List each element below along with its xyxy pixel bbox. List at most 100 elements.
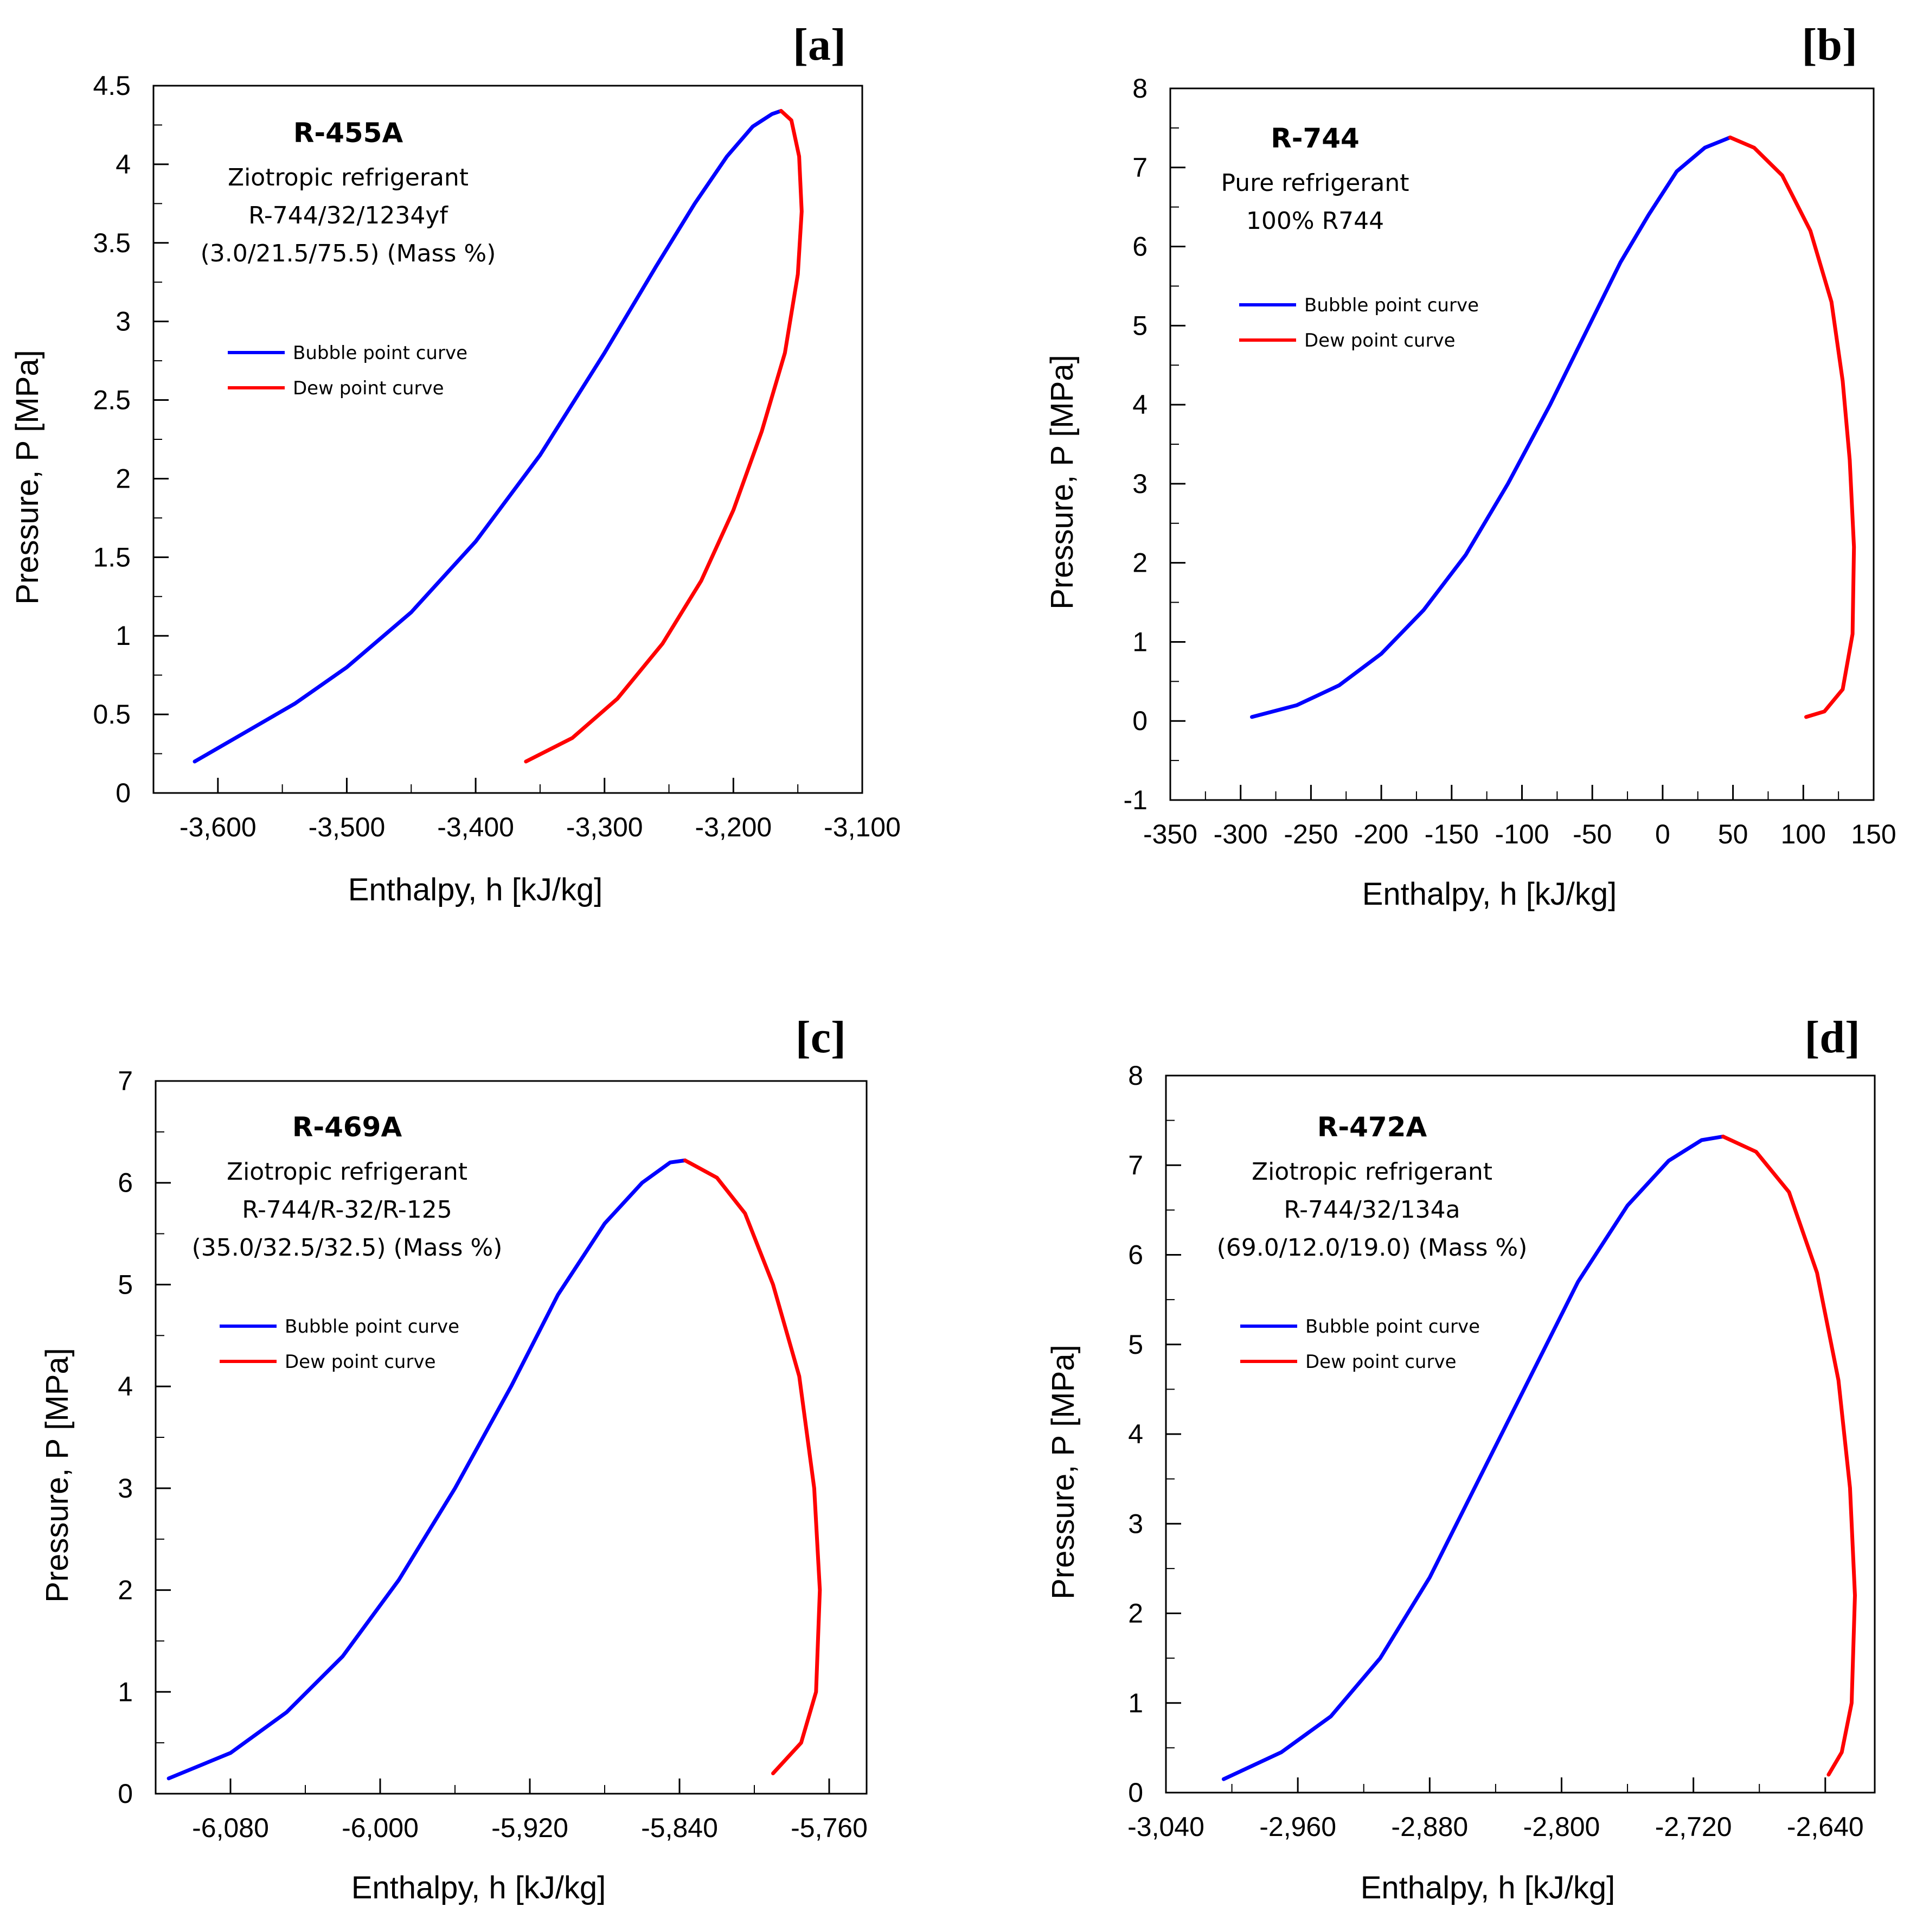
x-tick-label: -6,000 [342, 1813, 419, 1843]
y-tick-label: 5 [1128, 1329, 1143, 1360]
refrigerant-name: R-455A [293, 117, 403, 149]
dew-point-curve-line [1721, 1134, 1857, 1777]
y-tick-label: 7 [1128, 1150, 1143, 1180]
x-tick-label: -2,960 [1259, 1812, 1336, 1842]
plot-frame [152, 85, 863, 794]
annotation-line: (69.0/12.0/19.0) (Mass %) [1217, 1234, 1528, 1262]
y-axis-label: Pressure, P [MPa] [1046, 1345, 1081, 1600]
x-tick-label: -2,640 [1787, 1812, 1864, 1842]
y-tick-label: 1 [118, 1677, 133, 1707]
y-tick-label: 5 [1132, 310, 1148, 341]
y-tick-label: 4.5 [93, 71, 131, 101]
annotation-line: R-744/R-32/R-125 [242, 1196, 452, 1224]
panel-label: [b] [1802, 20, 1857, 70]
x-axis-label: Enthalpy, h [kJ/kg] [348, 872, 603, 907]
x-tick-label: -350 [1143, 819, 1197, 849]
legend-label-dew-point-curve: Dew point curve [285, 1351, 436, 1373]
x-tick-label: -3,100 [824, 812, 901, 842]
x-tick-label: -150 [1425, 819, 1479, 849]
x-tick-label: -50 [1573, 819, 1612, 849]
y-tick-label: 4 [1132, 389, 1148, 420]
bubble-point-curve-line [193, 108, 783, 764]
y-tick-label: 5 [118, 1269, 133, 1300]
annotation-line: R-744/32/1234yf [248, 202, 448, 229]
y-tick-label: 1 [1128, 1688, 1143, 1718]
chart-panel-a: [a] 0 0.5 1 1.5 2 2.5 3 3.5 4 4.5 -3,600 -3,500 -3,40… [10, 20, 901, 907]
x-tick-label: -100 [1495, 819, 1549, 849]
x-tick-label: 100 [1781, 819, 1826, 849]
annotation-line: (35.0/32.5/32.5) (Mass %) [192, 1234, 503, 1262]
y-tick-label: 0.5 [93, 699, 131, 730]
y-tick-label: 0 [1128, 1777, 1143, 1808]
panel-label: [d] [1804, 1012, 1860, 1063]
dew-point-curve-line [1728, 135, 1856, 719]
y-tick-label: 2 [118, 1575, 133, 1605]
y-tick-label: 6 [1132, 232, 1148, 262]
x-tick-label: -3,500 [309, 812, 386, 842]
x-tick-label: -300 [1214, 819, 1268, 849]
legend-label-dew-point-curve: Dew point curve [1305, 1351, 1457, 1373]
y-tick-label: 7 [1132, 152, 1148, 183]
legend-label-bubble-point-curve: Bubble point curve [1304, 295, 1479, 316]
annotation-line: Ziotropic refrigerant [227, 1158, 467, 1186]
y-tick-label: 0 [1132, 706, 1148, 736]
x-tick-label: 150 [1851, 819, 1896, 849]
y-tick-label: 3 [1132, 469, 1148, 499]
x-axis-label: Enthalpy, h [kJ/kg] [351, 1870, 606, 1905]
x-tick-label: 50 [1718, 819, 1748, 849]
chart-panel-d: [d] 0 1 2 3 4 5 6 7 8 -3,040 -2,960 -2,880 -2,800 -2,7… [1046, 1012, 1876, 1905]
y-tick-label: 0 [118, 1779, 133, 1809]
y-tick-label: 2 [1132, 548, 1148, 578]
bubble-point-curve-line [1221, 1134, 1725, 1781]
y-tick-label: 7 [118, 1066, 133, 1096]
y-tick-label: 2.5 [93, 385, 131, 415]
x-tick-label: -3,600 [180, 812, 257, 842]
y-axis-label: Pressure, P [MPa] [10, 350, 45, 605]
annotation-line: R-744/32/134a [1284, 1196, 1460, 1224]
y-tick-label: 6 [118, 1168, 133, 1198]
y-tick-label: 4 [116, 149, 131, 180]
legend-label-bubble-point-curve: Bubble point curve [285, 1316, 459, 1338]
y-tick-label: 1 [116, 620, 131, 651]
refrigerant-name: R-744 [1271, 123, 1360, 154]
y-tick-label: 4 [118, 1371, 133, 1402]
x-tick-label: -5,920 [491, 1813, 568, 1843]
annotation-line: 100% R744 [1246, 207, 1384, 235]
x-tick-label: -2,800 [1523, 1812, 1600, 1842]
y-tick-label: 2 [116, 463, 131, 494]
x-tick-label: -3,400 [437, 812, 514, 842]
x-tick-label: -2,880 [1391, 1812, 1468, 1842]
x-axis-label: Enthalpy, h [kJ/kg] [1362, 877, 1617, 912]
annotation-line: (3.0/21.5/75.5) (Mass %) [201, 240, 496, 267]
panel-label: [a] [793, 20, 846, 70]
y-tick-label: 1 [1132, 626, 1148, 657]
x-tick-label: -200 [1354, 819, 1408, 849]
bubble-point-curve-line [166, 1158, 687, 1781]
y-tick-label: -1 [1124, 785, 1148, 815]
y-tick-label: 8 [1128, 1060, 1143, 1091]
refrigerant-name: R-472A [1317, 1111, 1427, 1143]
bubble-point-curve-line [1250, 135, 1732, 719]
legend-label-bubble-point-curve: Bubble point curve [1305, 1316, 1480, 1338]
y-tick-label: 3 [1128, 1508, 1143, 1539]
y-tick-label: 3.5 [93, 228, 131, 258]
chart-panel-b: [b] -1 0 1 2 3 4 5 6 7 8 -350 -300 -250 -200 -150 -100 -5… [1044, 20, 1896, 912]
y-tick-label: 3 [116, 306, 131, 337]
x-tick-label: -6,080 [192, 1813, 269, 1843]
annotation-line: Ziotropic refrigerant [228, 164, 469, 191]
x-tick-label: -3,300 [566, 812, 643, 842]
legend-label-dew-point-curve: Dew point curve [1304, 330, 1456, 351]
plot-frame [155, 1080, 868, 1795]
x-axis-label: Enthalpy, h [kJ/kg] [1361, 1870, 1616, 1905]
y-tick-label: 4 [1128, 1419, 1143, 1449]
y-axis-label: Pressure, P [MPa] [40, 1348, 75, 1603]
y-tick-label: 0 [116, 778, 131, 808]
y-axis-label: Pressure, P [MPa] [1044, 355, 1080, 610]
refrigerant-name: R-469A [292, 1111, 402, 1143]
dew-point-curve-line [683, 1158, 822, 1775]
legend-label-bubble-point-curve: Bubble point curve [293, 342, 467, 364]
panel-label: [c] [796, 1012, 846, 1063]
x-tick-label: -2,720 [1655, 1812, 1732, 1842]
x-tick-label: -3,200 [695, 812, 772, 842]
